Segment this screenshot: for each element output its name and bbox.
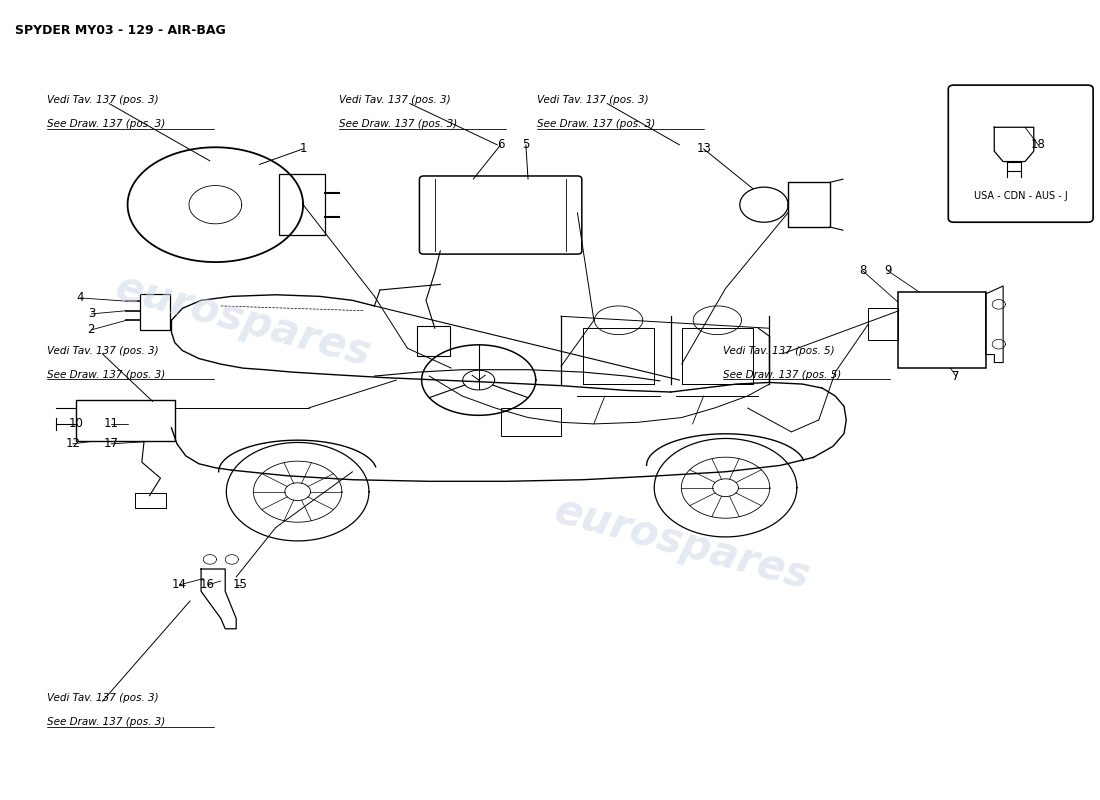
Text: Vedi Tav. 137 (pos. 3): Vedi Tav. 137 (pos. 3) [47, 694, 160, 703]
Text: 9: 9 [884, 264, 892, 278]
Text: Vedi Tav. 137 (pos. 3): Vedi Tav. 137 (pos. 3) [537, 95, 649, 106]
Text: 17: 17 [103, 438, 119, 450]
Text: 15: 15 [233, 578, 248, 591]
Text: 3: 3 [88, 307, 95, 321]
Bar [417, 326, 450, 356]
Text: 13: 13 [696, 142, 711, 155]
Text: See Draw. 137 (pos. 3): See Draw. 137 (pos. 3) [339, 119, 458, 130]
Text: 16: 16 [200, 578, 216, 591]
Text: 12: 12 [65, 438, 80, 450]
Text: See Draw. 137 (pos. 5): See Draw. 137 (pos. 5) [724, 370, 842, 380]
Bar [140, 294, 170, 330]
Text: Vedi Tav. 137 (pos. 3): Vedi Tav. 137 (pos. 3) [47, 95, 160, 106]
Text: 14: 14 [172, 578, 187, 591]
Bar [278, 174, 324, 235]
Bar [898, 292, 986, 368]
Text: 7: 7 [953, 370, 959, 382]
Bar [76, 400, 175, 442]
Text: 8: 8 [859, 264, 867, 278]
Text: 1: 1 [299, 142, 307, 155]
Text: 5: 5 [522, 138, 529, 151]
Text: See Draw. 137 (pos. 3): See Draw. 137 (pos. 3) [537, 119, 656, 130]
Text: 4: 4 [77, 291, 84, 305]
Text: 6: 6 [497, 138, 505, 151]
Bar [500, 408, 561, 436]
Text: Vedi Tav. 137 (pos. 5): Vedi Tav. 137 (pos. 5) [724, 346, 835, 356]
Text: Vedi Tav. 137 (pos. 3): Vedi Tav. 137 (pos. 3) [47, 346, 160, 356]
Text: See Draw. 137 (pos. 3): See Draw. 137 (pos. 3) [47, 718, 166, 727]
Text: See Draw. 137 (pos. 3): See Draw. 137 (pos. 3) [47, 119, 166, 130]
Bar [135, 494, 166, 508]
Text: SPYDER MY03 - 129 - AIR-BAG: SPYDER MY03 - 129 - AIR-BAG [14, 24, 225, 37]
Text: Vedi Tav. 137 (pos. 3): Vedi Tav. 137 (pos. 3) [339, 95, 451, 106]
Text: See Draw. 137 (pos. 3): See Draw. 137 (pos. 3) [47, 370, 166, 380]
Text: eurospares: eurospares [549, 489, 814, 598]
Text: 2: 2 [88, 323, 95, 336]
Text: USA - CDN - AUS - J: USA - CDN - AUS - J [974, 190, 1068, 201]
Text: 11: 11 [103, 418, 119, 430]
Bar [788, 182, 829, 227]
Text: 18: 18 [1031, 138, 1046, 151]
Bar [868, 308, 898, 340]
Text: 10: 10 [68, 418, 84, 430]
Text: eurospares: eurospares [110, 266, 375, 374]
